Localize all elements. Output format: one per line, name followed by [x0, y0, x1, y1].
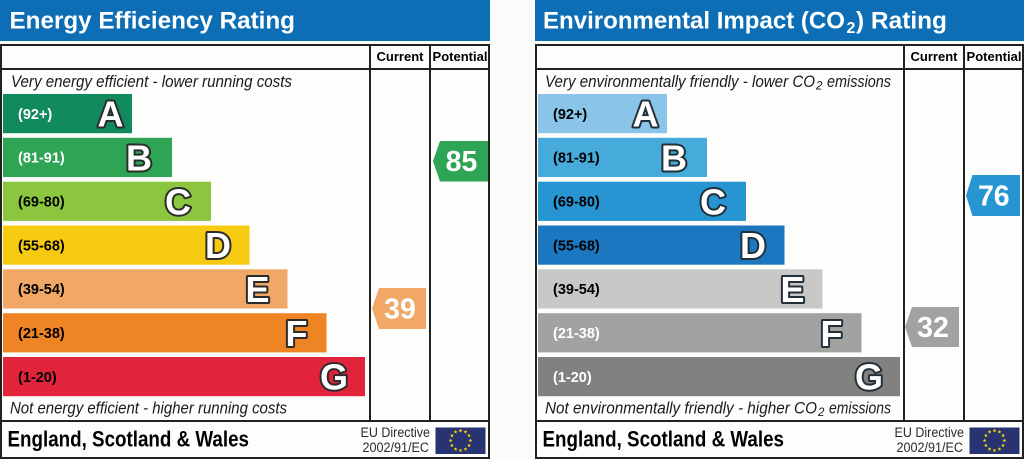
svg-text:E: E — [245, 269, 269, 310]
svg-text:G: G — [855, 357, 883, 398]
svg-text:emissions: emissions — [829, 399, 891, 418]
svg-text:EU Directive: EU Directive — [361, 425, 431, 440]
svg-text:(1-20): (1-20) — [18, 370, 57, 386]
svg-text:Very environmentally friendly: Very environmentally friendly - lower CO — [545, 72, 815, 91]
svg-text:2002/91/EC: 2002/91/EC — [363, 440, 430, 455]
svg-text:(39-54): (39-54) — [553, 282, 600, 298]
svg-text:(39-54): (39-54) — [18, 282, 65, 298]
svg-text:2: 2 — [847, 20, 856, 37]
svg-text:Current: Current — [911, 49, 959, 64]
svg-text:C: C — [700, 181, 726, 222]
svg-text:(69-80): (69-80) — [18, 195, 65, 211]
svg-text:A: A — [633, 94, 659, 135]
svg-text:B: B — [126, 137, 152, 178]
svg-text:emissions: emissions — [827, 72, 891, 91]
svg-text:2: 2 — [815, 81, 823, 93]
svg-text:(81-91): (81-91) — [553, 151, 600, 167]
svg-text:Environmental Impact (CO: Environmental Impact (CO — [543, 8, 845, 35]
svg-text:76: 76 — [978, 181, 1010, 213]
svg-text:39: 39 — [384, 294, 416, 326]
svg-text:Not energy efficient - higher: Not energy efficient - higher running co… — [10, 399, 287, 418]
svg-text:(55-68): (55-68) — [18, 238, 65, 254]
svg-text:C: C — [165, 181, 191, 222]
svg-text:(21-38): (21-38) — [553, 326, 600, 342]
svg-text:F: F — [821, 313, 843, 354]
svg-text:(21-38): (21-38) — [18, 326, 65, 342]
svg-text:G: G — [320, 357, 348, 398]
svg-text:D: D — [740, 225, 766, 266]
svg-text:(1-20): (1-20) — [553, 370, 592, 386]
svg-text:32: 32 — [917, 312, 949, 344]
svg-text:A: A — [98, 94, 124, 135]
svg-text:F: F — [286, 313, 308, 354]
svg-text:England, Scotland & Wales: England, Scotland & Wales — [8, 427, 250, 452]
svg-text:(92+): (92+) — [18, 107, 52, 123]
svg-text:) Rating: ) Rating — [856, 8, 947, 35]
svg-text:(55-68): (55-68) — [553, 238, 600, 254]
svg-text:Not environmentally friendly -: Not environmentally friendly - higher CO — [545, 399, 817, 418]
svg-text:2: 2 — [817, 407, 825, 419]
svg-text:England, Scotland & Wales: England, Scotland & Wales — [543, 427, 785, 452]
svg-text:B: B — [661, 137, 687, 178]
svg-text:Energy Efficiency Rating: Energy Efficiency Rating — [10, 8, 296, 35]
svg-text:E: E — [780, 269, 804, 310]
svg-text:85: 85 — [446, 146, 478, 178]
svg-text:(81-91): (81-91) — [18, 151, 65, 167]
svg-text:Potential: Potential — [433, 49, 488, 64]
svg-text:(69-80): (69-80) — [553, 195, 600, 211]
svg-text:Potential: Potential — [967, 49, 1022, 64]
svg-text:Current: Current — [377, 49, 425, 64]
svg-text:D: D — [205, 225, 231, 266]
svg-text:2002/91/EC: 2002/91/EC — [897, 440, 964, 455]
svg-text:Very energy efficient - lower: Very energy efficient - lower running co… — [11, 72, 292, 91]
svg-text:EU Directive: EU Directive — [895, 425, 965, 440]
svg-text:(92+): (92+) — [553, 107, 587, 123]
